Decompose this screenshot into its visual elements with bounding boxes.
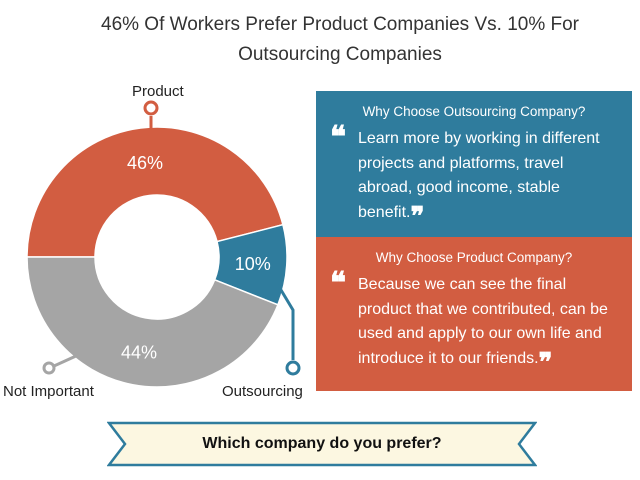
outsourcing-pin-icon [285,360,301,376]
product-reason-box: Why Choose Product Company? ❝ Because we… [316,237,632,391]
value-label-product: 46% [127,153,163,173]
quote-close-icon: ❞ [538,347,553,378]
outsourcing-quote: ❝ Learn more by working in different pro… [316,123,632,230]
chart-title-line2: Outsourcing Companies [238,44,442,65]
legend-label-not-important: Not Important [3,383,94,400]
outsourcing-pin-line [276,284,295,360]
chart-title-line1: 46% Of Workers Prefer Product Companies … [101,14,579,35]
outsourcing-box-heading: Why Choose Outsourcing Company? [362,104,586,119]
value-label-not-important: 44% [121,342,157,362]
not-important-pin-icon [42,361,56,375]
question-banner [107,421,537,467]
quote-open-icon: ❝ [330,266,347,301]
outsourcing-quote-text: Learn more by working in different proje… [358,130,600,221]
slice-product [26,126,284,258]
legend-label-outsourcing: Outsourcing [222,383,303,400]
not-important-pin-line [53,354,77,368]
chart-title: 46% Of Workers Prefer Product Companies … [40,10,640,70]
product-box-heading: Why Choose Product Company? [375,250,573,265]
banner-ribbon-shape [107,421,537,467]
product-quote-text: Because we can see the final product tha… [358,276,608,367]
value-label-outsourcing: 10% [235,254,271,274]
banner-question: Which company do you prefer? [202,435,442,452]
slice-not-important [26,256,279,388]
quote-open-icon: ❝ [330,120,347,155]
outsourcing-reason-box: Why Choose Outsourcing Company? ❝ Learn … [316,91,632,237]
donut-chart: 46% 10% 44% [26,100,301,388]
quote-close-icon: ❞ [410,201,425,232]
product-quote: ❝ Because we can see the final product t… [316,269,632,376]
legend-label-product: Product [132,83,184,100]
product-pin-icon [143,100,159,116]
